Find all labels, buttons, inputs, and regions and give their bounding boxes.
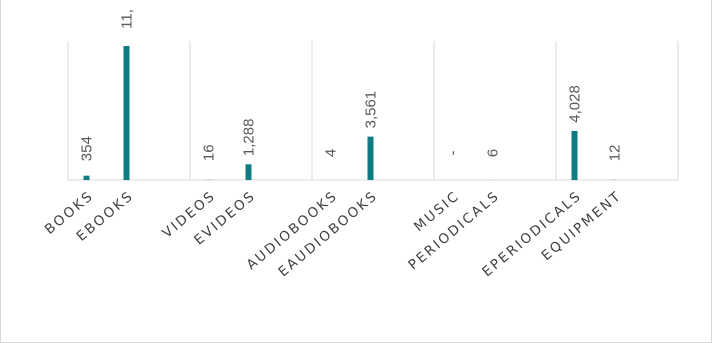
value-label: - bbox=[445, 151, 462, 156]
value-label: 16 bbox=[201, 144, 218, 161]
value-label: 3,561 bbox=[363, 91, 380, 129]
value-label: 6 bbox=[485, 149, 502, 157]
value-label-layer: 354 11, 16 1,288 4 3,561 - 6 4,028 12 bbox=[79, 9, 624, 161]
value-label: 12 bbox=[607, 145, 624, 162]
bar bbox=[83, 175, 90, 180]
value-label: 354 bbox=[79, 136, 96, 161]
value-label: 11, bbox=[119, 9, 136, 29]
bar bbox=[367, 136, 374, 180]
value-label: 4,028 bbox=[567, 85, 584, 123]
bar-layer bbox=[83, 46, 618, 180]
bar bbox=[123, 46, 130, 180]
value-label: 4 bbox=[323, 149, 340, 157]
bar bbox=[245, 164, 252, 180]
value-label: 1,288 bbox=[241, 119, 258, 157]
bar bbox=[571, 130, 578, 180]
